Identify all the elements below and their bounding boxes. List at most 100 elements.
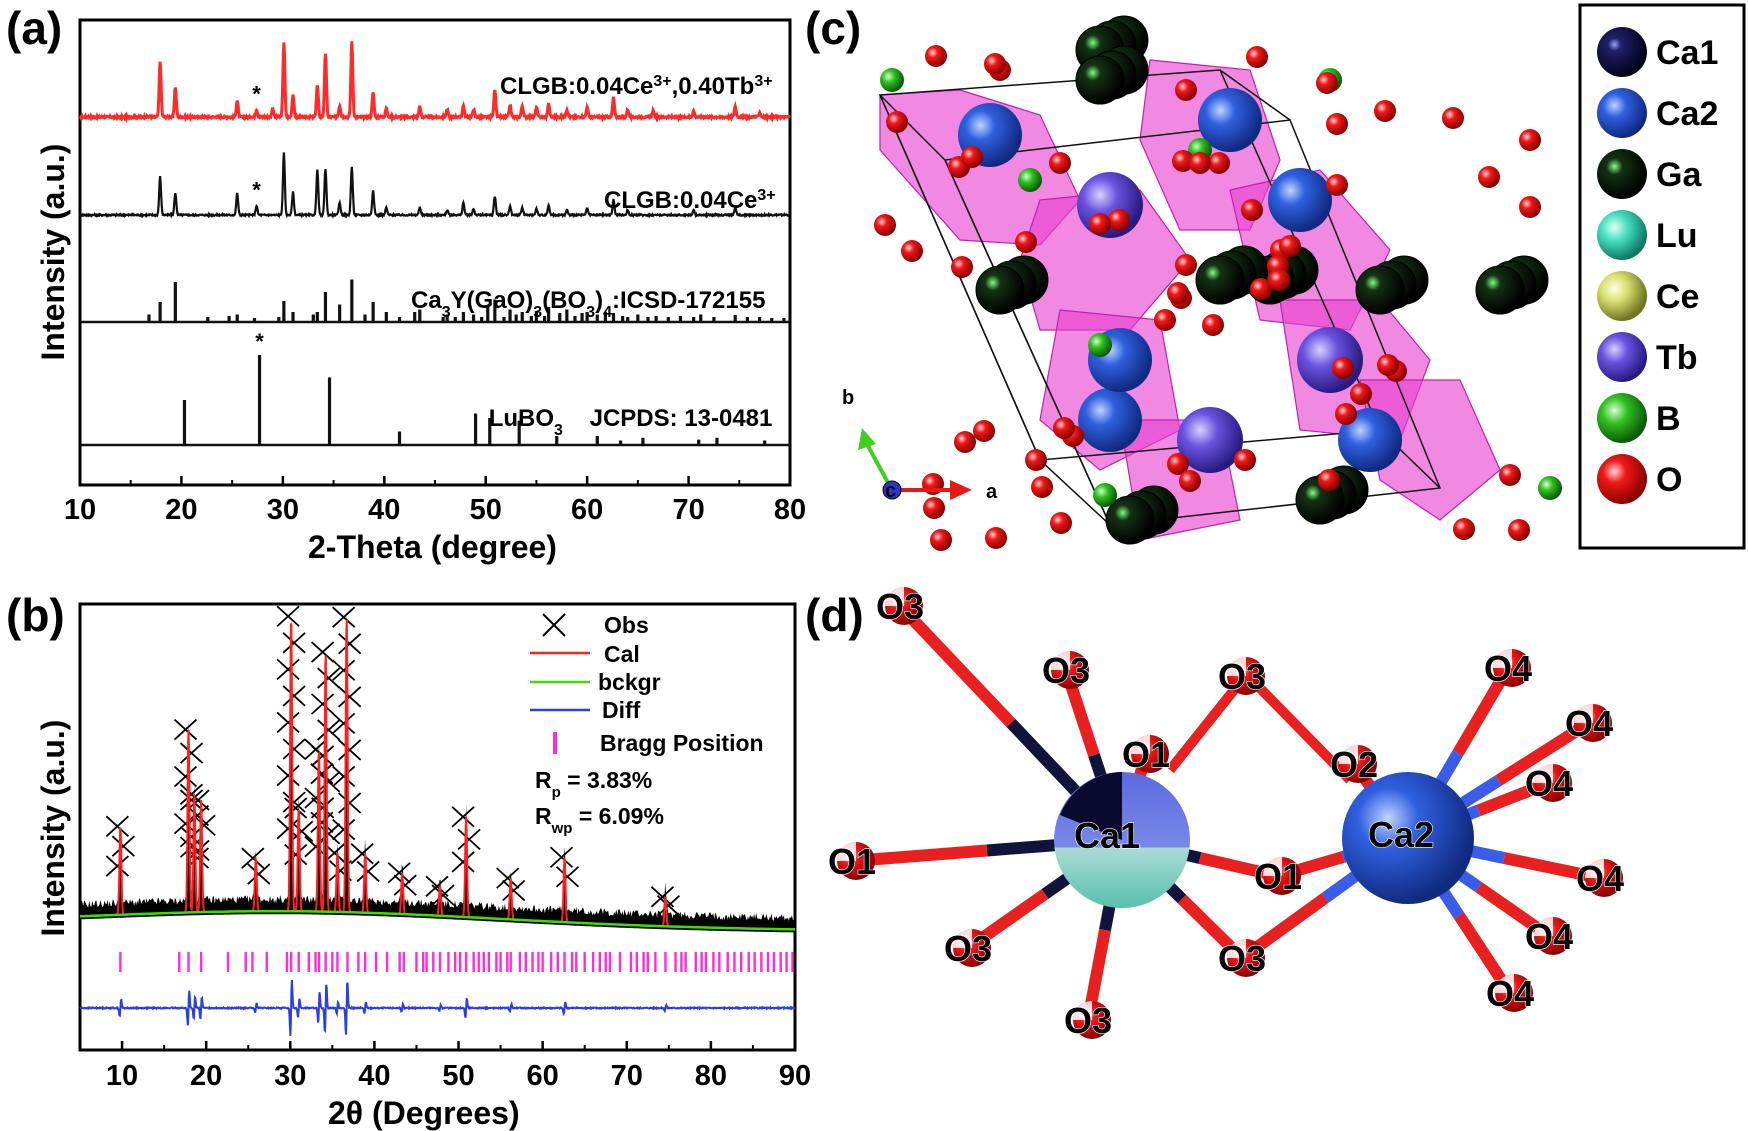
obs-cross-8-5 <box>317 771 341 793</box>
x-tick-label-b-0: 10 <box>106 1060 138 1092</box>
tb-atom-2 <box>1177 407 1243 473</box>
o-atom-50 <box>954 431 976 453</box>
b-atom-6 <box>1538 476 1562 500</box>
o-atom-8 <box>1326 113 1348 135</box>
legend-label-obs: Obs <box>604 612 649 638</box>
obs-cross-0-1 <box>111 835 135 857</box>
difference-curve <box>79 979 796 1036</box>
o-atom-41 <box>1089 213 1111 235</box>
x-tick-label-b-1: 20 <box>190 1060 222 1092</box>
observed-data-band <box>80 608 795 933</box>
obs-cross-8-6 <box>311 797 335 819</box>
key-swatch-ca2-icon <box>1597 88 1647 138</box>
obs-cross-10-4 <box>332 712 356 735</box>
ca2-atom-1 <box>1198 88 1262 152</box>
c-axis-label: c <box>885 480 896 502</box>
o-atom-24 <box>1279 235 1301 257</box>
b-axis-arrow-head <box>858 428 876 450</box>
o-atom-58 <box>1234 449 1256 471</box>
obs-cross-5-1 <box>282 632 306 654</box>
oxygen-label-8: O3 <box>1218 938 1266 979</box>
crystal-structure-view <box>874 15 1562 551</box>
obs-cross-4-0 <box>241 847 265 869</box>
oxygen-label-12: O4 <box>1525 763 1573 804</box>
legend-cal: Cal <box>530 641 640 667</box>
ga-atom-6-0 <box>1475 265 1525 315</box>
obs-cross-5-8 <box>276 817 300 840</box>
obs-cross-5-6 <box>276 764 300 787</box>
ca2-label: Ca2 <box>1368 814 1434 855</box>
obs-cross-6-2 <box>284 843 308 866</box>
legend-label-diff: Diff <box>602 697 641 723</box>
ga-atom-5-0 <box>1195 255 1245 305</box>
tb-atom-1 <box>1297 327 1363 393</box>
trace-label-cltb: CLGB:0.04Ce3+,0.40Tb3+ <box>500 73 773 101</box>
x-tick-label-a-1: 20 <box>165 494 197 526</box>
impurity-star-3: * <box>255 329 264 354</box>
o-atom-16 <box>985 527 1007 549</box>
x-tick-label-b-6: 70 <box>611 1060 643 1092</box>
o-atom-19 <box>973 420 995 442</box>
obs-cross-10-1 <box>338 633 362 655</box>
legend-diff: Diff <box>530 697 641 723</box>
trace-label-clgb: CLGB:0.04Ce3+ <box>604 187 776 215</box>
o-atom-57 <box>925 45 947 67</box>
o-atom-28 <box>901 240 923 262</box>
b-axis-label: b <box>842 387 854 409</box>
panel-a: (a) * * * 10 20 30 40 50 60 70 80 CLGB:0.04Ce3+,0… <box>6 2 806 565</box>
o-atom-32 <box>1167 453 1189 475</box>
cross-marker-icon <box>542 613 566 637</box>
xrd-trace-1 <box>78 152 792 219</box>
x-ticks-a: 10 20 30 40 50 60 70 80 <box>64 476 806 526</box>
obs-cross-12-1 <box>393 874 417 896</box>
ca1-dark-sector <box>1060 772 1122 840</box>
a-axis-arrow-head <box>950 480 972 500</box>
oxygen-label-14: O4 <box>1525 916 1573 957</box>
key-label-lu: Lu <box>1656 217 1698 255</box>
o-atom-21 <box>923 497 945 519</box>
b-atom-3 <box>880 68 904 92</box>
obs-cross-16-0 <box>549 846 574 868</box>
obs-cross-8-7 <box>317 823 341 845</box>
o-atom-13 <box>1519 129 1541 151</box>
oxygen-highlight-5 <box>1073 1001 1092 1020</box>
impurity-star-0: * <box>252 82 261 107</box>
b-atom-5 <box>1093 483 1117 507</box>
x-tick-label-a-0: 10 <box>64 494 96 526</box>
obs-cross-10-7 <box>338 792 362 814</box>
obs-cross-4-1 <box>247 863 271 885</box>
key-swatch-ca1-icon <box>1597 27 1647 77</box>
obs-cross-1-5 <box>179 836 204 858</box>
axis-indicator: a b c <box>842 387 998 503</box>
ca2-center: Ca2 <box>1342 772 1474 904</box>
oxygen-label-15: O4 <box>1486 973 1534 1014</box>
oxygen-highlight-10 <box>1493 649 1512 668</box>
oxygen-label-7: O1 <box>1254 856 1302 897</box>
o-atom-27 <box>1175 79 1197 101</box>
obs-cross-1-3 <box>179 789 204 811</box>
impurity-star-1: * <box>252 178 261 203</box>
o-atom-59 <box>1442 107 1464 129</box>
o-atom-56 <box>984 53 1006 75</box>
x-axis-title-b: 2θ (Degrees) <box>328 1095 520 1131</box>
o-atom-31 <box>1167 282 1189 304</box>
o-atom-9 <box>1250 278 1272 300</box>
o-atom-30 <box>1519 196 1541 218</box>
key-label-ca1: Ca1 <box>1656 34 1718 72</box>
panel-d: (d) Ca1 Ca2 O3O3O1O1O3O3O3O1O3O2O4O4O4O4… <box>805 585 1625 1041</box>
rp-value: Rp = 3.83% <box>535 767 652 801</box>
oxygen-highlight-14 <box>1534 917 1553 936</box>
atom-key-entries: Ca1 Ca2 Ga Lu Ce Tb BO <box>1597 27 1718 504</box>
legend-obs: Obs <box>542 612 649 638</box>
key-label-tb: Tb <box>1656 339 1698 377</box>
x-tick-label-a-5: 60 <box>571 494 603 526</box>
obs-cross-3-1 <box>192 814 216 836</box>
obs-cross-8-4 <box>311 745 335 767</box>
atoms <box>874 15 1562 551</box>
oxygen-label-1: O3 <box>1042 650 1090 691</box>
oxygen-label-9: O2 <box>1330 744 1378 785</box>
ca2-sphere <box>1342 772 1474 904</box>
background-curve <box>79 909 796 931</box>
x-tick-label-a-2: 30 <box>267 494 299 526</box>
